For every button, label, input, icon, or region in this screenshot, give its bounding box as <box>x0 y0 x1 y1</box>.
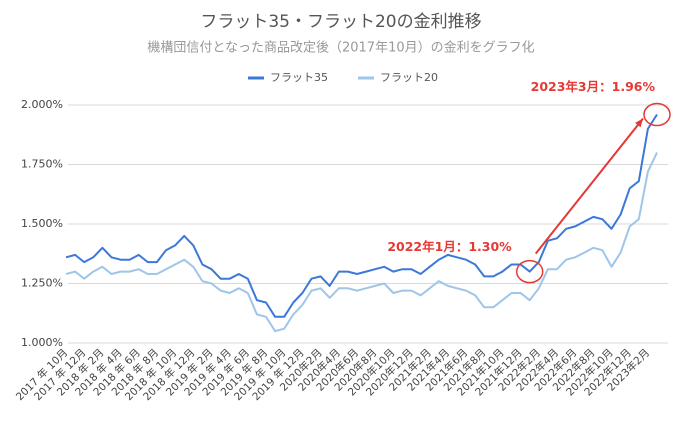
annotation-arrow <box>534 117 644 255</box>
annotation-text: 2022年1月：1.30% <box>387 239 512 254</box>
y-tick-label: 1.250% <box>21 277 63 290</box>
y-tick-label: 1.000% <box>21 336 63 349</box>
series-line <box>65 152 658 333</box>
y-tick-label: 1.750% <box>21 158 63 171</box>
annotation-arrowhead <box>635 118 643 128</box>
y-tick-label: 1.500% <box>21 217 63 230</box>
legend-label: フラット35 <box>270 71 328 84</box>
chart-subtitle: 機構団信付となった商品改定後（2017年10月）の金利をグラフ化 <box>147 40 534 56</box>
annotation-circle <box>515 259 544 284</box>
series-line <box>65 113 658 318</box>
annotation-circle <box>643 102 671 127</box>
annotation-text: 2023年3月：1.96% <box>531 79 656 94</box>
y-tick-label: 2.000% <box>21 98 63 111</box>
legend: フラット35 フラット20 <box>248 71 438 84</box>
chart-title: フラット35・フラット20の金利推移 <box>200 12 481 32</box>
legend-label: フラット20 <box>380 71 438 84</box>
